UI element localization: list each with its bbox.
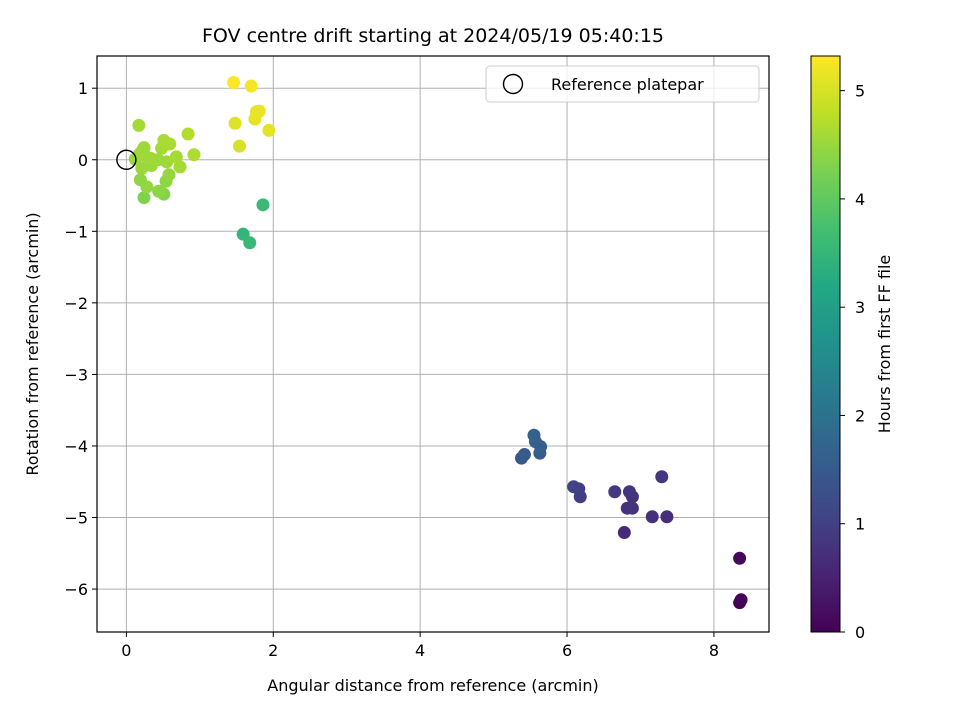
colorbar-tick-label: 4 — [855, 190, 865, 209]
colorbar-tick-label: 5 — [855, 82, 865, 101]
scatter-point — [169, 150, 183, 164]
plot-frame — [96, 55, 770, 633]
scatter-point — [137, 141, 151, 155]
scatter-point — [137, 191, 151, 205]
colorbar-tick-label: 3 — [855, 298, 865, 317]
colorbar-tick-label: 0 — [855, 623, 865, 642]
y-axis-title: Rotation from reference (arcmin) — [23, 212, 42, 475]
x-tick-label: 4 — [415, 641, 425, 660]
colorbar-ticks: 0 1 2 3 4 5 — [840, 82, 865, 642]
scatter-point — [132, 118, 146, 132]
colorbar-tick-label: 1 — [855, 515, 865, 534]
legend-box — [485, 65, 760, 103]
y-tick-label: −3 — [64, 365, 88, 384]
y-tick-label: −4 — [64, 437, 88, 456]
y-tick-label: −1 — [64, 222, 88, 241]
scatter-point — [608, 485, 622, 499]
legend-marker-open-circle — [502, 73, 524, 95]
chart-title: FOV centre drift starting at 2024/05/19 … — [202, 25, 664, 47]
x-axis-title: Angular distance from reference (arcmin) — [267, 676, 598, 695]
scatter-point — [244, 79, 258, 93]
scatter-point — [181, 127, 195, 141]
y-tick-label: −6 — [64, 580, 88, 599]
scatter-point — [262, 123, 276, 137]
scatter-point — [256, 198, 270, 212]
scatter-point — [527, 428, 541, 442]
scatter-point — [187, 148, 201, 162]
scatter-point — [157, 133, 171, 147]
scatter-point — [517, 448, 531, 462]
y-tick-label: −5 — [64, 509, 88, 528]
x-tick-label: 8 — [709, 641, 719, 660]
colorbar-tick-label: 2 — [855, 406, 865, 425]
scatter-point — [133, 173, 147, 187]
colorbar-gradient — [810, 55, 841, 633]
y-axis-ticks: 1 0 −1 −2 −3 −4 −5 −6 — [64, 79, 97, 599]
scatter-point — [162, 168, 176, 182]
y-tick-label: 0 — [78, 151, 88, 170]
x-tick-label: 2 — [268, 641, 278, 660]
scatter-point — [243, 236, 257, 250]
reference-platepar-marker — [116, 149, 137, 170]
scatter-point — [152, 184, 166, 198]
x-tick-label: 0 — [121, 641, 131, 660]
scatter-point — [232, 139, 246, 153]
y-tick-label: 1 — [78, 79, 88, 98]
scatter-point — [645, 510, 659, 524]
legend: Reference platepar — [485, 65, 760, 103]
scatter-point — [655, 470, 669, 484]
scatter-point — [617, 526, 631, 540]
scatter-points — [116, 75, 748, 610]
y-tick-label: −2 — [64, 294, 88, 313]
scatter-point — [660, 510, 674, 524]
scatter-point — [227, 75, 241, 89]
scatter-point — [567, 480, 581, 494]
x-tick-label: 6 — [562, 641, 572, 660]
scatter-point — [252, 104, 266, 118]
colorbar: 0 1 2 3 4 5 Hours from first FF file — [810, 55, 894, 642]
scatter-point — [173, 160, 187, 174]
scatter-point — [734, 593, 748, 607]
colorbar-title: Hours from first FF file — [875, 255, 894, 434]
scatter-point — [625, 501, 639, 515]
scatter-point — [228, 116, 242, 130]
x-axis-ticks: 0 2 4 6 8 — [121, 632, 719, 660]
scatter-point — [733, 551, 747, 565]
grid-lines — [97, 56, 769, 632]
scatter-point — [622, 485, 636, 499]
legend-entry-reference-platepar: Reference platepar — [551, 75, 704, 94]
